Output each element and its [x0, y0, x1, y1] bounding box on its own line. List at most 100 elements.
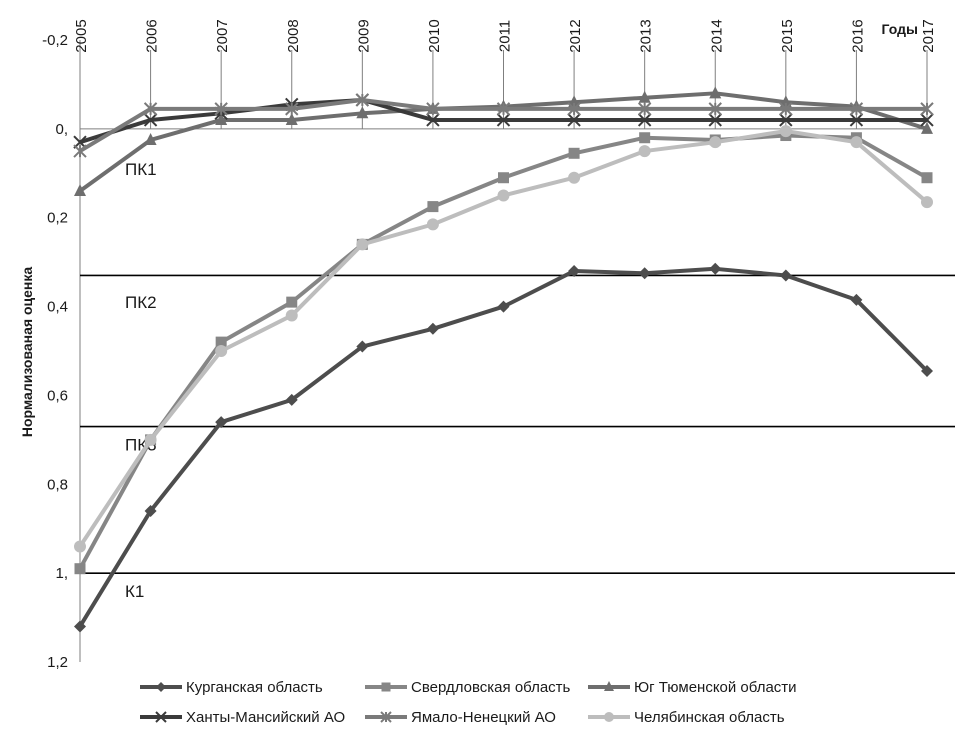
data-point — [144, 433, 157, 446]
data-point — [156, 682, 166, 692]
x-tick-label: 2010 — [426, 19, 443, 52]
legend-label: Челябинская область — [634, 709, 785, 726]
data-point — [381, 682, 391, 692]
data-point — [498, 172, 509, 184]
legend-item: Свердловская область — [365, 679, 571, 696]
data-point — [355, 93, 370, 107]
x-tick-label: 2006 — [144, 19, 161, 52]
data-point — [779, 102, 793, 116]
data-point — [356, 106, 369, 119]
x-tick-label: 2017 — [920, 19, 937, 52]
x-tick-label: 2009 — [355, 19, 372, 52]
legend-label: Ямало-Ненецкий АО — [411, 709, 556, 726]
legend-item: Челябинская область — [588, 709, 785, 726]
data-point — [426, 113, 440, 127]
legend-label: Ханты-Мансийский АО — [186, 709, 345, 726]
y-tick-label: 0,2 — [47, 210, 68, 227]
data-point — [849, 113, 864, 127]
data-point — [74, 620, 86, 633]
data-point — [921, 364, 933, 377]
data-point — [215, 416, 228, 429]
data-point — [637, 113, 652, 127]
data-point — [155, 711, 167, 723]
data-point — [920, 113, 934, 127]
data-point — [285, 112, 298, 125]
x-tick-label: 2013 — [638, 19, 655, 52]
data-point — [74, 540, 86, 553]
data-point — [850, 293, 863, 306]
data-point — [74, 563, 86, 575]
data-point — [639, 132, 651, 144]
x-axis: 2005 2006 2007 2008 2009 2010 2011 2012 2013 2014… — [73, 19, 937, 130]
data-point — [568, 171, 581, 184]
data-point — [215, 345, 228, 357]
data-point — [568, 95, 581, 108]
data-point — [143, 102, 158, 116]
y-tick-label: -0,2 — [42, 32, 68, 49]
data-point — [638, 267, 651, 280]
data-point — [214, 102, 228, 116]
data-point — [638, 145, 651, 158]
y-axis: -0,2 0, 0,2 0,4 0,6 0,8 1, 1,2 — [42, 32, 81, 671]
y-tick-label: 0, — [55, 121, 68, 138]
y-tick-label: 1, — [55, 565, 68, 582]
data-point — [427, 201, 439, 213]
data-point — [921, 196, 933, 209]
legend-label: Свердловская область — [411, 679, 571, 696]
zone-label: ПК2 — [125, 293, 157, 312]
data-point — [356, 238, 369, 251]
data-point — [73, 144, 87, 158]
x-tick-label: 2015 — [779, 19, 796, 52]
data-point — [356, 340, 369, 353]
data-point — [497, 300, 510, 313]
series-circle — [74, 125, 933, 553]
data-point — [568, 147, 580, 159]
legend-item: Курганская область — [140, 679, 323, 696]
data-point — [708, 113, 722, 127]
x-axis-title: Годы — [882, 21, 918, 37]
data-point — [497, 189, 510, 202]
data-point — [850, 136, 863, 149]
data-point — [779, 125, 792, 138]
zone-label: ПК1 — [125, 160, 157, 179]
data-point — [779, 269, 792, 282]
data-point — [215, 336, 227, 348]
x-tick-label: 2016 — [849, 19, 866, 52]
data-point — [426, 218, 439, 231]
x-tick-label: 2012 — [567, 19, 584, 52]
data-point — [604, 712, 614, 722]
data-point — [709, 262, 722, 275]
legend-item: Ямало-Ненецкий АО — [365, 709, 556, 726]
data-point — [637, 102, 652, 116]
data-point — [215, 112, 228, 125]
data-point — [496, 113, 511, 127]
data-point — [920, 102, 934, 116]
data-point — [708, 102, 722, 116]
data-point — [380, 711, 392, 723]
data-point — [568, 265, 581, 278]
data-point — [567, 113, 581, 127]
data-point — [74, 184, 86, 197]
x-tick-label: 2011 — [497, 20, 514, 52]
legend: Курганская область Свердловская область Юг… — [140, 679, 797, 726]
data-point — [286, 296, 298, 308]
x-tick-label: 2008 — [285, 19, 302, 52]
x-tick-label: 2007 — [214, 19, 231, 52]
y-tick-label: 1,2 — [47, 654, 68, 671]
x-tick-label: 2014 — [708, 19, 725, 52]
zone-label: К1 — [125, 582, 144, 601]
data-point — [567, 102, 581, 116]
series-star — [73, 93, 934, 158]
legend-item: Юг Тюменской области — [588, 679, 797, 696]
data-point — [496, 102, 511, 116]
x-tick-label: 2005 — [73, 19, 90, 52]
y-tick-label: 0,8 — [47, 476, 68, 493]
data-point — [604, 681, 614, 691]
series-group — [73, 86, 934, 633]
data-point — [849, 102, 864, 116]
y-tick-label: 0,4 — [47, 299, 68, 316]
data-point — [779, 95, 792, 108]
data-point — [285, 102, 299, 116]
